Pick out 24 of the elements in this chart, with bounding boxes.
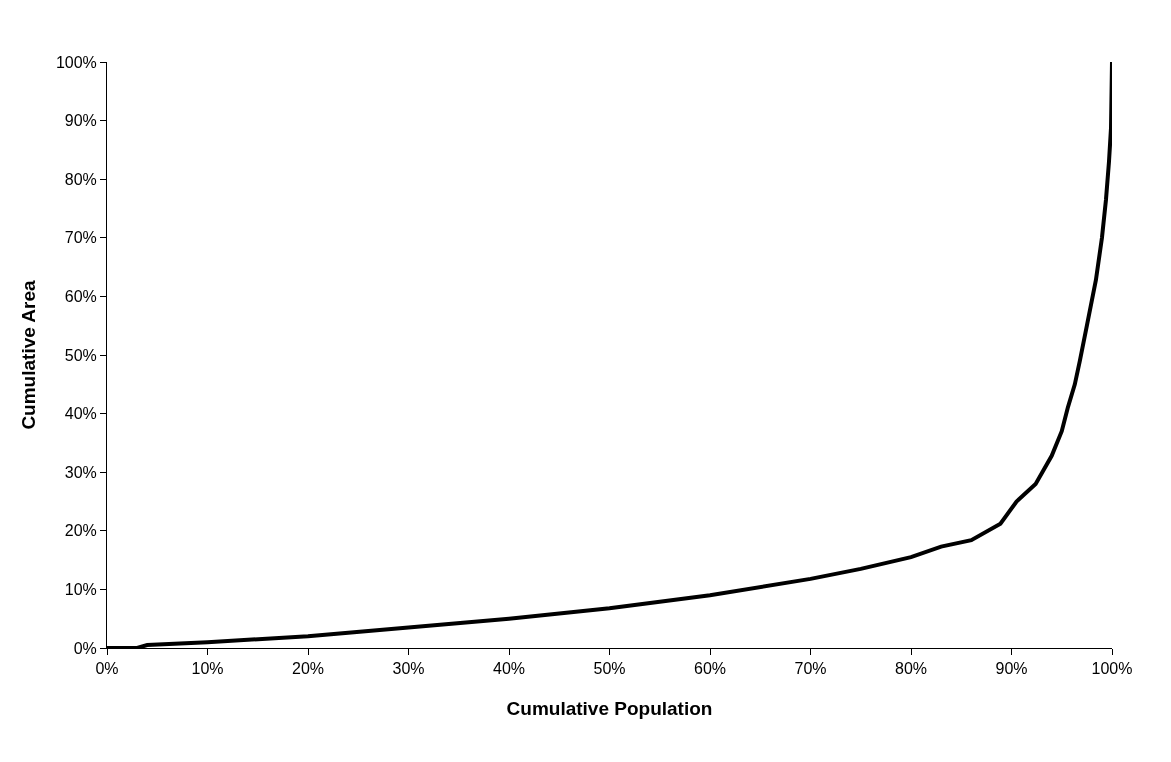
y-tick-label: 30% <box>64 463 97 481</box>
x-tick-label: 100% <box>1091 660 1133 678</box>
x-tick-label: 10% <box>191 660 224 678</box>
x-tick-label: 70% <box>794 660 827 678</box>
x-tick-label: 60% <box>693 660 727 678</box>
x-tick-label: 40% <box>492 660 526 678</box>
y-tick-label: 70% <box>64 229 97 247</box>
x-tick-label: 20% <box>291 660 325 678</box>
x-tick-label: 50% <box>593 660 626 678</box>
y-tick-label: 60% <box>64 288 97 305</box>
x-tick-label: 90% <box>995 660 1028 678</box>
y-tick-label: 40% <box>64 405 97 423</box>
x-tick-label: 30% <box>392 660 425 678</box>
x-tick-label: 80% <box>894 660 928 678</box>
x-tick-label: 0% <box>95 660 119 678</box>
y-tick-label: 90% <box>64 112 97 130</box>
x-axis-title: Cumulative Population <box>506 698 713 719</box>
y-axis-title: Cumulative Area <box>17 279 39 430</box>
y-tick-label: 100% <box>55 53 97 71</box>
y-tick-label: 80% <box>64 170 97 188</box>
y-tick-label: 50% <box>64 346 97 364</box>
y-tick-label: 10% <box>64 581 97 598</box>
y-tick-label: 20% <box>64 522 97 540</box>
y-tick-label: 0% <box>73 639 97 657</box>
